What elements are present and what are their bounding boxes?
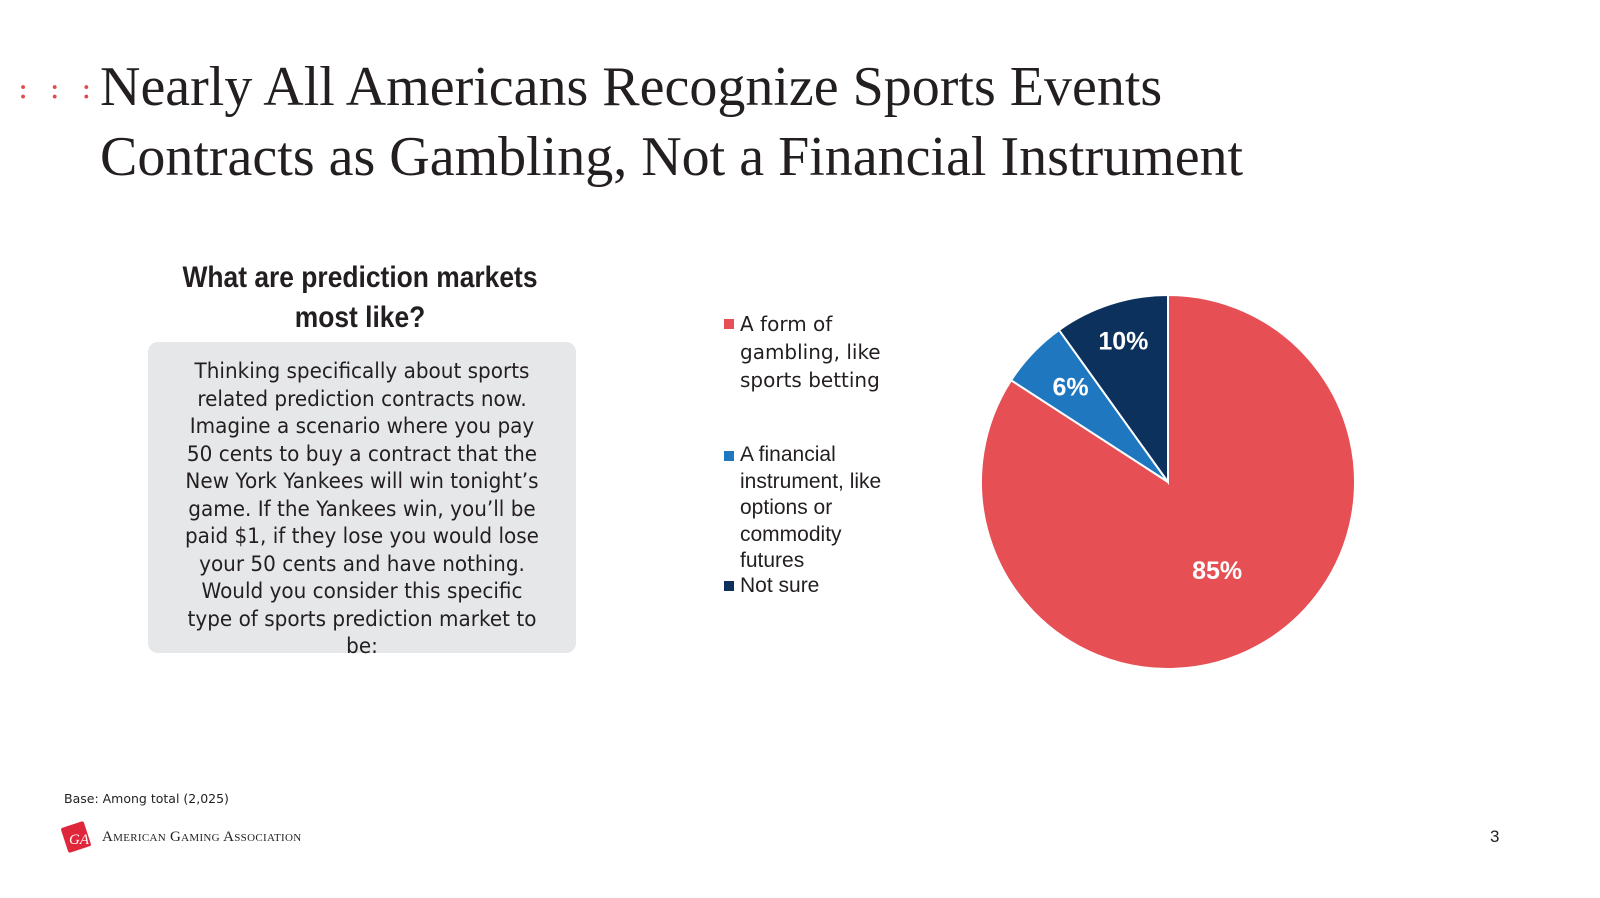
legend-swatch-financial (724, 451, 734, 461)
legend-label-gambling: A form of gambling, like sports betting (740, 312, 881, 392)
base-note: Base: Among total (2,025) (64, 791, 229, 806)
legend-label-financial: A financial instrument, like options or … (740, 443, 882, 572)
legend-label-not-sure: Not sure (740, 574, 820, 597)
legend-item-gambling: A form of gambling, like sports betting (724, 310, 900, 394)
title-decoration: : : : (18, 71, 98, 106)
slide-title-line-2: Contracts as Gambling, Not a Financial I… (100, 126, 1244, 188)
pie-label-not-sure: 10% (1098, 328, 1148, 356)
slide-title: Nearly All Americans Recognize Sports Ev… (100, 52, 1400, 192)
pie-slice-not-sure (1057, 293, 1169, 486)
org-logo: GA American Gaming Association (60, 820, 301, 854)
pie-chart-svg: 85% 6% 10% (980, 293, 1356, 670)
org-name: American Gaming Association (102, 828, 302, 845)
question-heading: What are prediction markets most like? (182, 261, 538, 334)
pie-label-financial: 6% (1053, 374, 1089, 402)
page-number: 3 (1490, 827, 1500, 846)
svg-text:GA: GA (69, 832, 90, 848)
pie-chart: 85% 6% 10% (960, 280, 1380, 690)
legend-swatch-gambling (724, 319, 734, 329)
question-body: Thinking specifically about sports relat… (184, 359, 539, 659)
slide-title-line-1: Nearly All Americans Recognize Sports Ev… (100, 56, 1163, 118)
aga-logo-icon: GA (61, 821, 91, 853)
legend-swatch-not-sure (724, 581, 734, 591)
question-box: Thinking specifically about sports relat… (148, 342, 576, 659)
legend-item-not-sure: Not sure (724, 572, 819, 599)
legend-item-financial: A financial instrument, like options or … (724, 442, 915, 575)
pie-label-gambling: 85% (1192, 557, 1242, 585)
